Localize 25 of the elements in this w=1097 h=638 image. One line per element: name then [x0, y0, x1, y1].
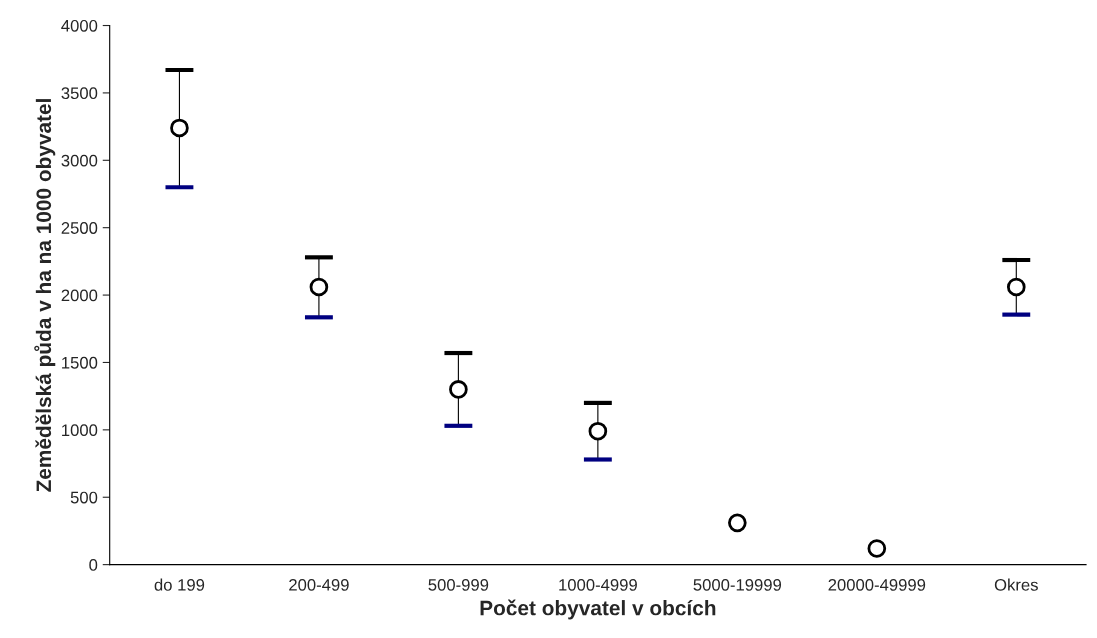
y-tick-label: 3000	[61, 154, 98, 167]
x-axis-title: Počet obyvatel v obcích	[480, 599, 716, 620]
y-tick-label: 2500	[61, 222, 98, 234]
point	[588, 421, 608, 441]
x-tick-label: Okres	[994, 578, 1038, 591]
point	[309, 277, 329, 297]
point	[1006, 277, 1026, 297]
y-tick-label: 3500	[61, 87, 98, 100]
y-tick-label: 0	[89, 559, 98, 571]
y-tick-label: 1500	[62, 356, 98, 369]
y-tick-label: 4000	[61, 19, 98, 32]
y-tick-label: 2000	[61, 289, 98, 302]
point	[449, 380, 468, 399]
x-tick-label: 1000-4999	[559, 578, 637, 591]
y-tick-label: 500	[70, 491, 98, 504]
point	[728, 513, 747, 533]
y-tick-label: 1000	[62, 424, 98, 437]
x-tick-label: 5000-19999	[693, 578, 782, 591]
x-tick-label: 200-499	[289, 578, 349, 591]
x-tick-label: do 199	[154, 578, 205, 591]
x-tick-label: 500-999	[428, 578, 489, 591]
y-axis-title: Zemědělská půda v ha na 1000 obyvatel	[34, 99, 56, 492]
point	[867, 539, 887, 558]
point	[170, 118, 189, 138]
x-tick-label: 20000-49999	[828, 578, 926, 591]
